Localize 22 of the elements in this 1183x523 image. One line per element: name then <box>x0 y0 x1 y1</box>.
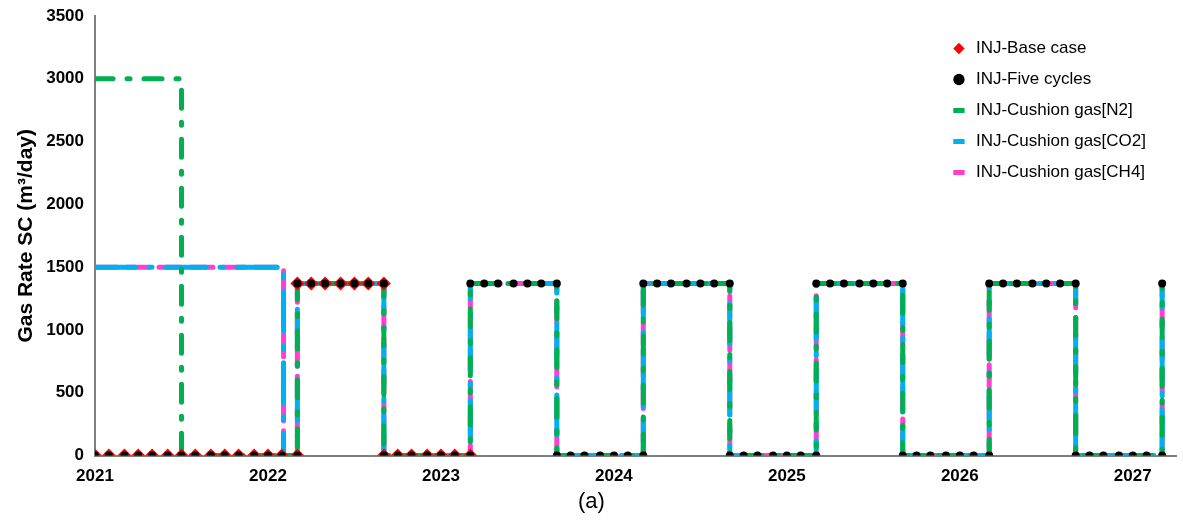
text: (a) <box>577 488 606 514</box>
y-tick-label: 3500 <box>46 5 85 25</box>
x-tick-label: 2023 <box>422 466 460 486</box>
y-tick-label: 1500 <box>46 256 85 276</box>
y-tick-label: 2500 <box>46 131 85 151</box>
x-tick-label: 2027 <box>1113 466 1152 486</box>
legend-label: INJ-Five cycles <box>975 69 1092 89</box>
y-axis-title: Gas Rate SC (m³/day) <box>13 129 37 343</box>
y-tick-label: 500 <box>55 382 85 402</box>
x-tick-label: 2026 <box>940 466 979 486</box>
x-tick-label: 2025 <box>767 466 806 486</box>
legend-label: INJ-Base case <box>975 38 1087 58</box>
y-tick-label: 2000 <box>46 194 85 214</box>
y-tick-label: 0 <box>74 445 85 465</box>
x-tick-label: 2024 <box>594 466 634 486</box>
legend-label: INJ-Cushion gas[N2] <box>975 100 1133 120</box>
x-tick-label: 2022 <box>249 466 287 486</box>
y-tick-label: 1000 <box>46 319 85 339</box>
legend-label: INJ-Cushion gas[CO2] <box>975 131 1147 151</box>
legend-label: INJ-Cushion gas[CH4] <box>975 162 1146 182</box>
y-tick-label: 3000 <box>46 68 85 88</box>
x-tick-label: 2021 <box>76 466 114 486</box>
